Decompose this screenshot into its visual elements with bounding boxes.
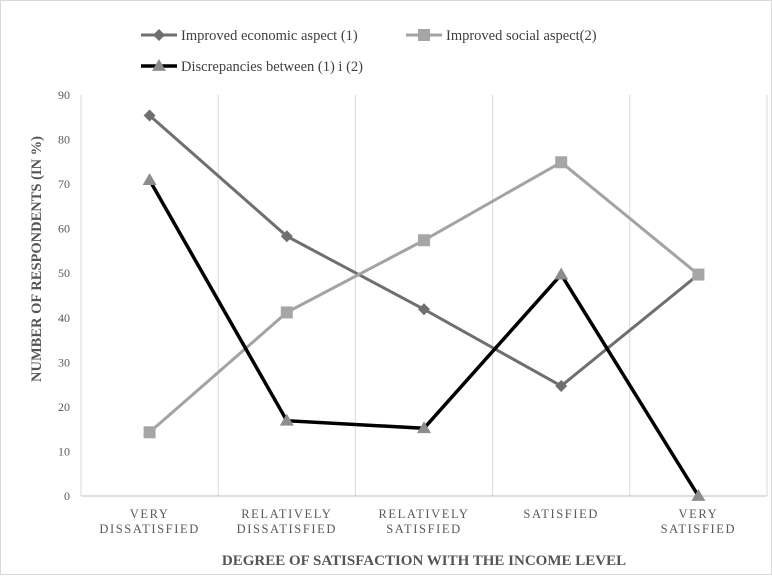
x-axis-title: DEGREE OF SATISFACTION WITH THE INCOME L… bbox=[222, 553, 626, 569]
legend-item: Improved economic aspect (1) bbox=[141, 28, 358, 44]
x-tick-label-line: VERY bbox=[679, 507, 719, 521]
y-tick-label: 0 bbox=[64, 489, 70, 503]
y-tick-label: 10 bbox=[58, 444, 70, 458]
y-tick-label: 70 bbox=[58, 177, 70, 191]
series-line bbox=[148, 160, 700, 434]
data-point bbox=[143, 109, 156, 122]
data-point bbox=[143, 426, 156, 439]
legend-label: Discrepancies between (1) i (2) bbox=[181, 59, 363, 75]
y-tick-label: 80 bbox=[58, 133, 70, 147]
x-tick-label-line: DISSATISFIED bbox=[237, 522, 337, 536]
legend-swatch-marker bbox=[153, 29, 165, 41]
x-tick-label-line: DISSATISFIED bbox=[99, 522, 199, 536]
data-point bbox=[417, 421, 431, 434]
legend-label: Improved social aspect(2) bbox=[446, 28, 597, 44]
legend-swatch-marker bbox=[418, 29, 430, 41]
data-point bbox=[554, 267, 569, 280]
series-line bbox=[148, 179, 700, 497]
y-tick-label: 40 bbox=[58, 311, 70, 325]
data-point bbox=[418, 234, 430, 247]
legend-label: Improved economic aspect (1) bbox=[181, 28, 358, 44]
data-point bbox=[142, 173, 157, 186]
y-axis-title: NUMBER OF RESPONDENTS (IN %) bbox=[29, 136, 45, 382]
legend-item: Improved social aspect(2) bbox=[406, 28, 597, 44]
data-point bbox=[280, 306, 293, 319]
y-tick-label: 90 bbox=[58, 88, 70, 102]
data-point bbox=[691, 489, 706, 501]
series-1 bbox=[143, 109, 705, 392]
x-tick-label-line: RELATIVELY bbox=[378, 507, 469, 521]
legend: Improved economic aspect (1) Improved soc… bbox=[141, 28, 597, 75]
series-line bbox=[148, 114, 700, 388]
grid-lines bbox=[80, 95, 768, 497]
x-axis: VERYDISSATISFIEDRELATIVELYDISSATISFIEDRE… bbox=[99, 507, 737, 536]
y-tick-label: 30 bbox=[58, 355, 70, 369]
x-tick-label-line: RELATIVELY bbox=[241, 507, 332, 521]
data-point bbox=[418, 303, 430, 316]
series-layer bbox=[142, 109, 706, 501]
data-point bbox=[280, 230, 293, 243]
data-point bbox=[555, 156, 568, 169]
y-axis: 0 10 20 30 40 50 60 70 80 90 bbox=[58, 88, 70, 503]
x-tick-label: SATISFIED bbox=[523, 507, 599, 521]
legend-swatch-marker bbox=[152, 59, 166, 71]
series-3 bbox=[142, 173, 706, 501]
x-tick-label-line: SATISFIED bbox=[386, 522, 462, 536]
legend-item: Discrepancies between (1) i (2) bbox=[141, 59, 363, 75]
x-tick-label-line: SATISFIED bbox=[523, 507, 599, 521]
y-tick-label: 60 bbox=[58, 222, 70, 236]
y-tick-label: 50 bbox=[58, 266, 70, 280]
series-2 bbox=[143, 156, 705, 439]
data-point bbox=[555, 379, 568, 392]
x-tick-label-line: SATISFIED bbox=[661, 522, 737, 536]
y-tick-label: 20 bbox=[58, 400, 70, 414]
x-tick-label-line: VERY bbox=[130, 507, 170, 521]
data-point bbox=[279, 413, 294, 426]
data-point bbox=[692, 268, 705, 281]
